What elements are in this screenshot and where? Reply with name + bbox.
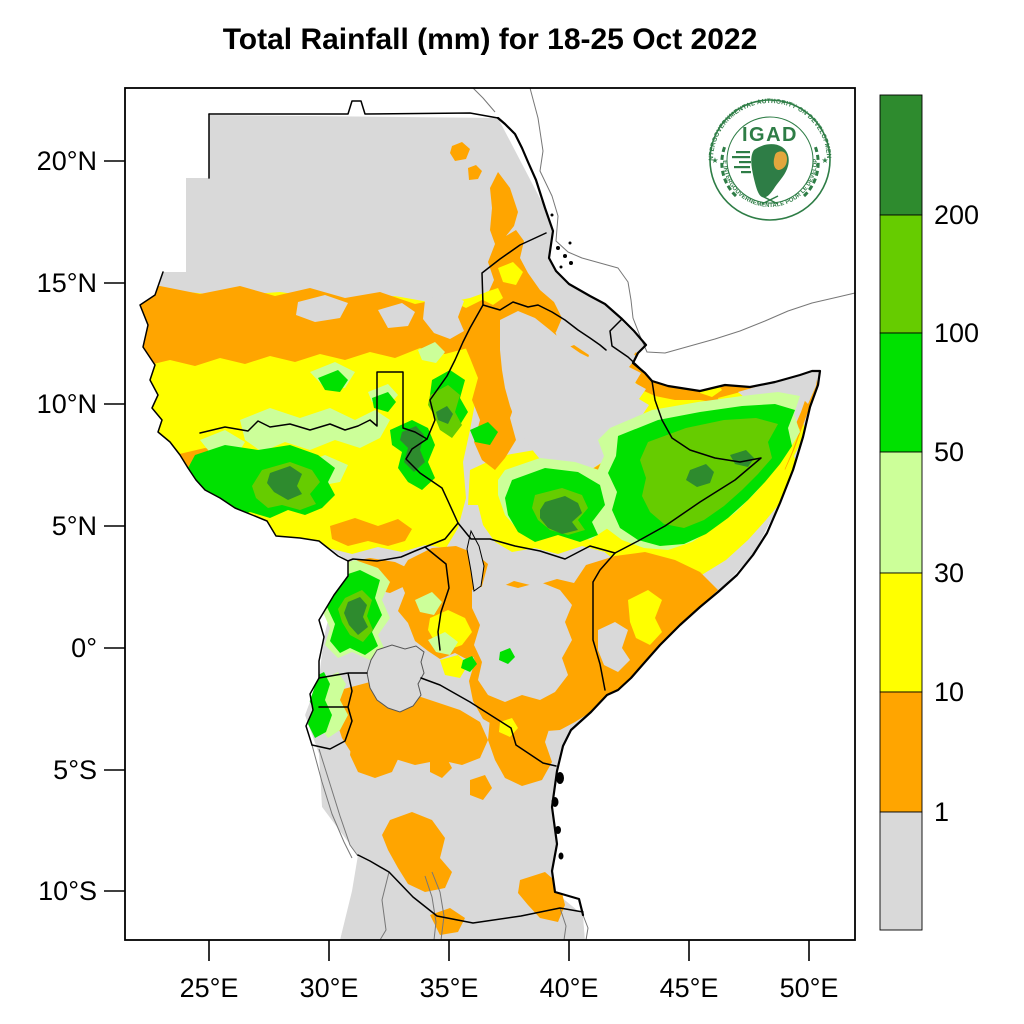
lat-axis: 20°N 15°N 10°N 5°N 0° 5°S 10°S	[37, 146, 125, 906]
lat-label: 5°N	[52, 511, 97, 541]
colorbar-label-200: 200	[934, 200, 979, 230]
border-ethiopia-kenya	[457, 522, 616, 560]
zanzibar-island	[551, 797, 559, 807]
speed-line	[734, 166, 750, 169]
logo-igad-region-highlight	[773, 151, 787, 170]
rain-layer-midgreen	[252, 385, 778, 642]
dahlak-island-dot	[569, 261, 573, 265]
border-uganda-tanzania-rwanda-burundi	[311, 672, 368, 750]
border-egypt-sudan	[208, 100, 499, 119]
egypt-coastline	[472, 87, 496, 113]
colorbar-label-10: 10	[934, 677, 964, 707]
border-tanzania-south	[357, 854, 584, 924]
lat-label: 10°N	[37, 389, 97, 419]
logo-laurel-right	[802, 145, 820, 198]
border-uganda-southsudan	[347, 546, 426, 562]
speed-line	[741, 171, 751, 174]
lon-label: 40°E	[540, 973, 599, 1003]
colorbar-segment-1-10	[879, 691, 923, 813]
border-kenya-tanzania	[420, 677, 557, 767]
logo-outer-ring	[709, 99, 831, 221]
lat-label: 20°N	[37, 146, 97, 176]
rain-layer-orange	[140, 142, 818, 935]
lon-label: 45°E	[660, 973, 719, 1003]
logo-acronym: IGAD	[742, 124, 798, 146]
arabia-coastline	[529, 87, 856, 354]
colorbar-label-100: 100	[934, 318, 979, 348]
dahlak-island-dot	[559, 265, 563, 269]
border-djibouti	[609, 318, 646, 374]
colorbar-segment-gt200	[879, 94, 923, 216]
border-uganda-kenya	[424, 546, 450, 651]
lake-victoria	[366, 644, 425, 713]
rain-layer-gray-inliers	[296, 293, 818, 702]
logo-speed-lines	[732, 151, 751, 174]
mafia-island	[555, 826, 561, 834]
lon-axis: 25°E 30°E 35°E 40°E 45°E 50°E	[180, 940, 839, 1003]
colorbar-segment-50-100	[879, 332, 923, 453]
coastal-island	[558, 852, 564, 860]
border-southsudan-ethiopia	[405, 438, 459, 524]
speed-line	[732, 156, 750, 159]
border-ethiopia-somalia	[614, 380, 762, 554]
lon-label: 30°E	[300, 973, 359, 1003]
country-borders	[139, 100, 822, 924]
colorbar-segment-100-200	[879, 214, 923, 334]
dahlak-island-dot	[563, 254, 567, 258]
map-title: Total Rainfall (mm) for 18-25 Oct 2022	[223, 23, 758, 56]
border-eritrea-sudan	[481, 232, 547, 306]
speed-line	[736, 151, 750, 154]
islands	[550, 213, 573, 860]
logo-inner-ring	[726, 116, 814, 204]
dahlak-island-dot	[568, 241, 572, 245]
lon-label: 50°E	[780, 973, 839, 1003]
logo-star-right: ★	[821, 156, 828, 165]
lat-label: 0°	[71, 633, 97, 663]
thin-coastlines	[311, 87, 856, 941]
rainfall-raster	[140, 115, 820, 940]
colorbar-label-1: 1	[934, 797, 949, 827]
lat-label: 15°N	[37, 268, 97, 298]
logo-laurel-left	[720, 145, 738, 198]
logo-star-left: ★	[711, 156, 718, 165]
lakes	[366, 529, 485, 713]
colorbar-segment-10-30	[879, 572, 923, 693]
lake-tanganyika-shores	[311, 744, 359, 859]
igad-coastline	[496, 116, 822, 917]
lake-malawi-shores	[424, 871, 445, 941]
logo-ribbon-cross	[761, 195, 779, 205]
dahlak-island-dot	[556, 246, 560, 250]
colorbar-segment-30-50	[879, 451, 923, 574]
mozambique-coastline	[379, 871, 589, 941]
lat-label: 10°S	[38, 876, 97, 906]
igad-logo: INTERGOVERNMENTAL AUTHORITY ON DEVELOPME…	[704, 94, 836, 226]
colorbar-label-30: 30	[934, 558, 964, 588]
colorbar-label-50: 50	[934, 437, 964, 467]
lon-label: 35°E	[420, 973, 479, 1003]
lake-turkana	[466, 529, 485, 592]
map-axes: 20°N 15°N 10°N 5°N 0° 5°S 10°S 25°E 30°E…	[37, 87, 856, 1003]
lat-label: 5°S	[53, 755, 97, 785]
border-southsudan-kenya	[424, 522, 459, 548]
colorbar: 200 100 50 30 10 1	[879, 94, 979, 931]
border-eritrea-ethiopia	[482, 301, 607, 351]
border-sudan-southsudan	[199, 371, 428, 440]
border-west-outer	[139, 113, 349, 746]
red-sea-island-dot	[550, 213, 554, 217]
map-frame	[124, 87, 856, 941]
border-kenya-somalia	[592, 552, 616, 691]
border-sudan-ethiopia	[426, 304, 484, 440]
speed-line	[739, 161, 751, 164]
pemba-island	[556, 772, 564, 784]
colorbar-segment-lt1	[879, 811, 923, 931]
lon-label: 25°E	[180, 973, 239, 1003]
